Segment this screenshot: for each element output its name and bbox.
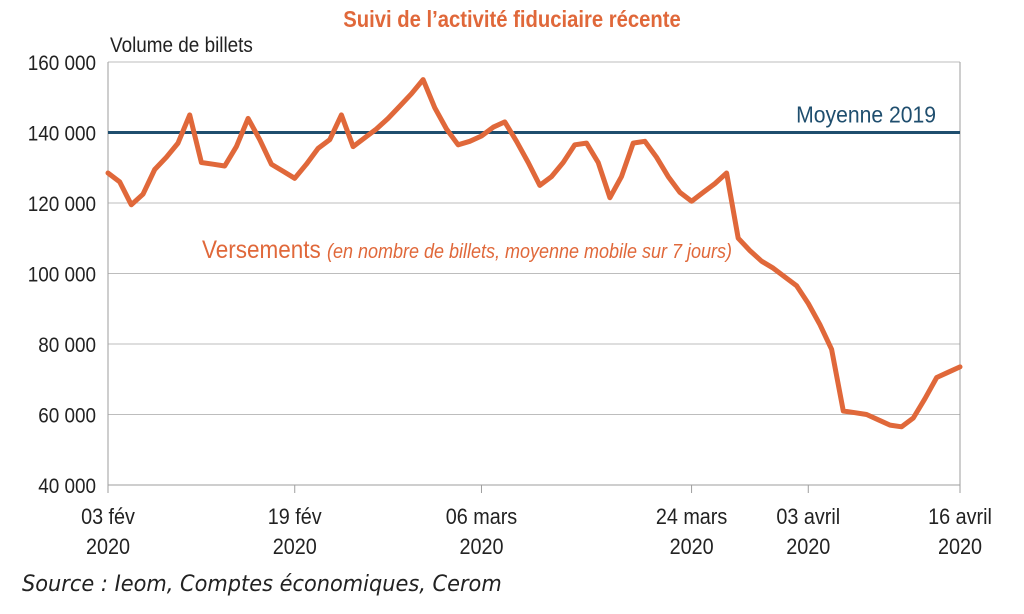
- y-axis-ticks: 40 000 60 000 80 000 100 000 120 000 140 000 1…: [28, 52, 96, 498]
- x-tick-label-group: 19 fév 2020: [268, 505, 322, 559]
- x-tick-year: 2020: [459, 535, 503, 559]
- y-axis-label: Volume de billets: [110, 34, 253, 57]
- y-tick-label: 120 000: [28, 193, 96, 216]
- source-note: Source : Ieom, Comptes économiques, Cero…: [22, 572, 502, 597]
- x-tick-label-group: 03 avril 2020: [776, 505, 840, 559]
- x-tick-label-group: 24 mars 2020: [656, 505, 727, 559]
- x-tick-label: 03 fév: [81, 505, 135, 529]
- reference-line-group: Moyenne 2019: [108, 102, 960, 134]
- x-tick-label: 24 mars: [656, 505, 727, 529]
- series-note: (en nombre de billets, moyenne mobile su…: [327, 241, 732, 263]
- y-tick-label: 40 000: [38, 475, 96, 498]
- reference-line-label: Moyenne 2019: [796, 102, 936, 128]
- series-annotation: Versements (en nombre de billets, moyenn…: [202, 236, 732, 264]
- x-tick-label-group: 16 avril 2020: [928, 505, 992, 559]
- x-tick-label: 03 avril: [776, 505, 840, 529]
- x-tick-year: 2020: [786, 535, 830, 559]
- x-tick-label-group: 06 mars 2020: [446, 505, 517, 559]
- x-tick-label: 06 mars: [446, 505, 517, 529]
- y-tick-label: 140 000: [28, 123, 96, 146]
- x-tick-year: 2020: [938, 535, 982, 559]
- series-group: [105, 77, 963, 430]
- y-tick-label: 60 000: [38, 405, 96, 428]
- x-axis-ticks: 03 fév 2020 19 fév 2020 06 mars 2020 24 mars 20…: [81, 485, 992, 559]
- x-tick-label: 19 fév: [268, 505, 322, 529]
- grid-lines: [107, 61, 961, 486]
- annotations: Versements (en nombre de billets, moyenn…: [202, 236, 732, 264]
- x-tick-year: 2020: [670, 535, 714, 559]
- y-tick-label: 80 000: [38, 334, 96, 357]
- y-tick-label: 160 000: [28, 52, 96, 75]
- series-line-versements: [105, 77, 963, 430]
- x-tick-label: 16 avril: [928, 505, 992, 529]
- series-name: Versements: [202, 236, 327, 264]
- x-tick-label-group: 03 fév 2020: [81, 505, 135, 559]
- y-tick-label: 100 000: [28, 264, 96, 287]
- x-tick-year: 2020: [86, 535, 130, 559]
- x-tick-year: 2020: [273, 535, 317, 559]
- chart-title: Suivi de l’activité fiduciaire récente: [343, 6, 681, 32]
